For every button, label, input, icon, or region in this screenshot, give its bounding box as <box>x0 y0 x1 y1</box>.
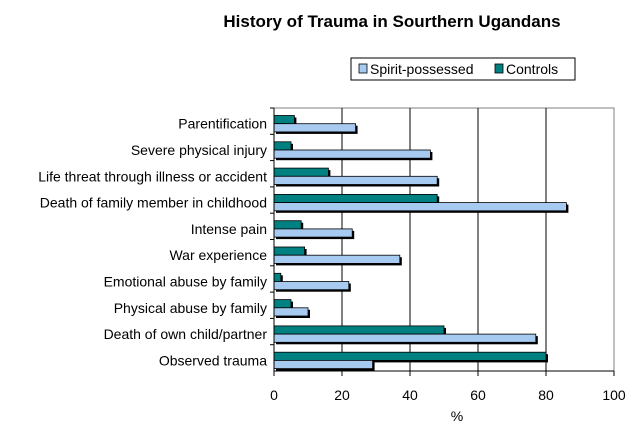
bar-spirit-possessed-emotional-abuse-by-family <box>273 281 350 291</box>
y-tick-label-observed-trauma: Observed trauma <box>159 352 267 368</box>
y-tick-label-parentification: Parentification <box>178 116 267 132</box>
bar-spirit-possessed-intense-pain <box>273 228 353 238</box>
bar-controls-death-of-own-child-partner <box>273 325 445 335</box>
legend-swatch-spirit-possessed <box>358 63 368 74</box>
bar-controls-life-threat-through-illness-or-accident <box>273 167 329 177</box>
x-tick-label-60: 60 <box>470 387 486 403</box>
y-tick-label-life-threat-through-illness-or-accident: Life threat through illness or accident <box>38 168 267 184</box>
x-tick-label-40: 40 <box>402 387 418 403</box>
legend: Spirit-possessed Controls <box>350 57 576 81</box>
legend-swatch-controls <box>494 63 504 74</box>
y-tick-label-emotional-abuse-by-family: Emotional abuse by family <box>104 274 267 290</box>
bar-spirit-possessed-life-threat-through-illness-or-accident <box>273 175 438 185</box>
bar-controls-severe-physical-injury <box>273 141 292 151</box>
bar-spirit-possessed-observed-trauma <box>273 359 373 369</box>
legend-box <box>350 57 576 81</box>
x-tick-label-20: 20 <box>334 387 350 403</box>
bar-spirit-possessed-parentification <box>273 123 356 133</box>
bar-spirit-possessed-severe-physical-injury <box>273 149 431 159</box>
x-tick-label-0: 0 <box>270 387 278 403</box>
bars <box>273 115 569 371</box>
bar-controls-war-experience <box>273 246 306 256</box>
bar-controls-physical-abuse-by-family <box>273 299 292 309</box>
bar-spirit-possessed-death-of-own-child-partner <box>273 333 537 343</box>
bar-controls-death-of-family-member-in-childhood <box>273 193 438 203</box>
bar-controls-observed-trauma <box>273 351 547 361</box>
x-tick-label-100: 100 <box>602 387 626 403</box>
y-tick-label-death-of-own-child-partner: Death of own child/partner <box>104 326 268 342</box>
y-tick-label-severe-physical-injury: Severe physical injury <box>131 142 267 158</box>
bar-controls-parentification <box>273 115 295 125</box>
y-tick-label-death-of-family-member-in-childhood: Death of family member in childhood <box>40 195 267 211</box>
y-tick-labels: Parentification Severe physical injury Lif… <box>38 107 274 368</box>
x-tick-label-80: 80 <box>538 387 554 403</box>
legend-label-controls: Controls <box>506 61 558 77</box>
bar-spirit-possessed-death-of-family-member-in-childhood <box>273 202 567 212</box>
y-tick-label-intense-pain: Intense pain <box>191 221 267 237</box>
bar-spirit-possessed-war-experience <box>273 254 401 264</box>
chart-title: History of Trauma in Sourthern Ugandans <box>223 12 560 31</box>
x-axis-label: % <box>451 408 463 424</box>
bar-spirit-possessed-physical-abuse-by-family <box>273 307 309 317</box>
x-tick-labels: 0 20 40 60 80 100 <box>270 371 626 403</box>
legend-label-spirit-possessed: Spirit-possessed <box>370 61 474 77</box>
y-tick-label-war-experience: War experience <box>169 247 267 263</box>
y-tick-label-physical-abuse-by-family: Physical abuse by family <box>114 300 267 316</box>
bar-controls-emotional-abuse-by-family <box>273 272 282 282</box>
bar-controls-intense-pain <box>273 220 302 230</box>
